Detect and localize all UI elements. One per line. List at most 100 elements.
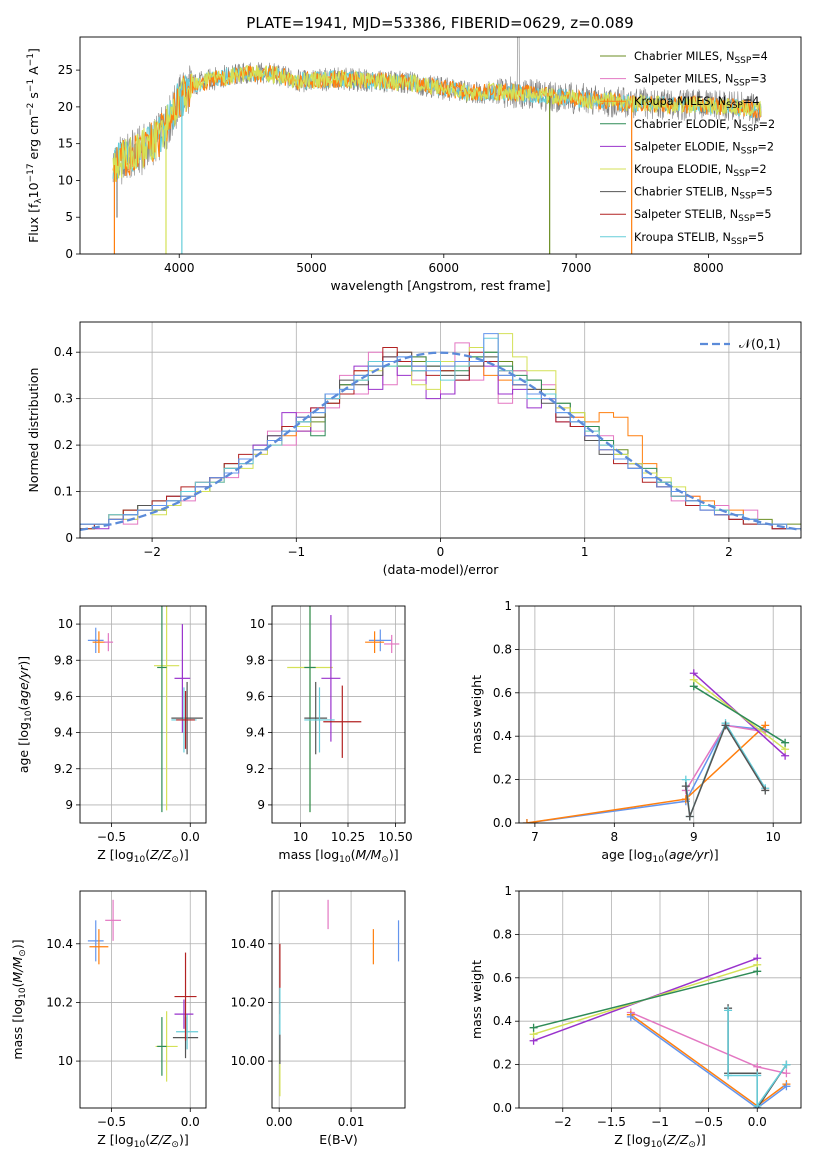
y-tick-label: 9.4	[54, 726, 73, 740]
legend-entry: Kroupa ELODIE, NSSP=2	[634, 163, 767, 179]
y-tick-label: 10	[58, 617, 73, 631]
label-part: M/M	[356, 847, 382, 862]
label-part: age/yr	[669, 847, 710, 862]
weight-marker	[685, 812, 694, 821]
label-part: ⊙	[171, 855, 179, 865]
y-tick-label: 1	[504, 599, 512, 613]
label-part: =2	[759, 118, 776, 131]
label-part: )]	[16, 656, 31, 666]
y-tick-label: 0	[65, 247, 73, 261]
label-part: erg cm	[26, 116, 41, 164]
label-part: Kroupa STELIB, N	[634, 231, 731, 244]
label-part: Z/Z	[666, 1132, 689, 1147]
y-tick-label: 9.2	[54, 762, 73, 776]
weight-marker	[781, 738, 790, 747]
x-axis-label: (data-model)/error	[383, 562, 500, 577]
y-tick-label: 0.8	[493, 927, 512, 941]
y-tick-label: 10.40	[231, 937, 265, 951]
axes-frame	[518, 890, 802, 1109]
label-part: =5	[756, 186, 773, 199]
weight-marker	[681, 782, 690, 791]
y-tick-label: 9.8	[246, 653, 265, 667]
label-part: =5	[748, 231, 765, 244]
label-part: SSP	[733, 169, 750, 179]
x-tick-label: 7000	[561, 261, 592, 275]
x-tick-label: 0.0	[748, 1115, 767, 1129]
axes-frame	[79, 890, 207, 1109]
y-tick-label: 0	[65, 531, 73, 545]
y-tick-label: 10	[58, 173, 73, 187]
y-axis-label: Flux [fλ10−17 erg cm−2 s−1 A−1]	[26, 48, 44, 243]
y-tick-label: 0.0	[493, 1101, 512, 1115]
panel-weight_vs_Z: −2 −1.5 −1 −0.5 0.0 0.0 0.2 0.4 0.6 0.8 1 Z [log10(…	[469, 884, 802, 1150]
plot-area	[287, 606, 400, 813]
axes-frame	[79, 605, 207, 824]
label-part: Z/Z	[149, 847, 172, 862]
label-part: Flux [f	[26, 203, 41, 243]
x-axis-label: mass [log10(M/M⊙)]	[278, 847, 398, 865]
label-part: (	[351, 847, 356, 862]
weight-line	[685, 724, 766, 791]
weight-marker	[689, 682, 698, 691]
label-part: 10	[24, 710, 34, 722]
y-tick-label: 10.4	[46, 937, 73, 951]
y-axis-label: mass [log10(M/M⊙)]	[10, 939, 28, 1059]
x-tick-label: 8	[611, 830, 619, 844]
label-part: ⊙	[688, 1140, 696, 1150]
weight-line	[526, 724, 766, 823]
y-tick-label: 9.4	[246, 726, 265, 740]
legend-entry: Salpeter MILES, NSSP=3	[634, 73, 767, 89]
panel-spectrum: 4000 5000 6000 7000 8000 0 5 10 15 20 25 Chabrier M…	[26, 36, 802, 293]
label-part: 10	[134, 1140, 146, 1150]
label-part: (	[664, 847, 669, 862]
label-part: s	[26, 92, 41, 103]
x-tick-label: 7	[531, 830, 539, 844]
legend-entry: Salpeter ELODIE, NSSP=2	[634, 140, 774, 156]
x-tick-label: −2	[554, 1115, 572, 1129]
y-tick-label: 9	[65, 798, 73, 812]
label-part: Salpeter ELODIE, N	[634, 140, 741, 153]
label-part: )]	[179, 847, 189, 862]
y-tick-label: 9.6	[54, 689, 73, 703]
label-part: 10	[339, 855, 351, 865]
x-tick-label: −1.5	[597, 1115, 626, 1129]
label-part: mass [log	[10, 999, 25, 1060]
label-part: 10	[134, 855, 146, 865]
label-part: SSP	[741, 146, 758, 156]
weight-marker	[761, 786, 770, 795]
y-tick-label: 9.2	[246, 762, 265, 776]
label-part: =4	[751, 50, 768, 63]
label-part: Chabrier STELIB, N	[634, 186, 739, 199]
y-tick-label: 0.0	[493, 816, 512, 830]
plot-area	[87, 899, 199, 1082]
label-part: SSP	[731, 237, 748, 247]
x-tick-label: 0	[437, 545, 445, 559]
label-part: 10	[26, 182, 41, 198]
label-part: M/M	[10, 956, 25, 982]
weight-line	[630, 1016, 787, 1108]
x-tick-label: 10.50	[378, 830, 412, 844]
label-part: Salpeter MILES, N	[634, 73, 733, 86]
weight-line	[533, 970, 758, 1029]
weight-marker	[753, 1101, 762, 1108]
x-tick-label: −1	[651, 1115, 669, 1129]
panel-mass_vs_EBV: 0.00 0.01 10.00 10.20 10.40 E(B-V)	[231, 890, 406, 1147]
x-axis-label: Z [log10(Z/Z⊙)]	[614, 1132, 705, 1150]
label-part: mass [log	[278, 847, 339, 862]
label-part: SSP	[739, 192, 756, 202]
weight-marker	[782, 1060, 791, 1069]
x-tick-label: 0.0	[181, 830, 200, 844]
axes-frame	[79, 321, 802, 539]
legend-entry: Chabrier MILES, NSSP=4	[634, 50, 768, 66]
weight-marker	[753, 1071, 762, 1080]
label-part: (	[10, 982, 25, 987]
weight-marker	[721, 721, 730, 730]
label-part: ⊙	[381, 855, 389, 865]
y-tick-label: 10.2	[46, 995, 73, 1009]
axes-frame	[79, 36, 802, 255]
label-part: λ	[34, 198, 44, 204]
weight-marker	[529, 1023, 538, 1032]
